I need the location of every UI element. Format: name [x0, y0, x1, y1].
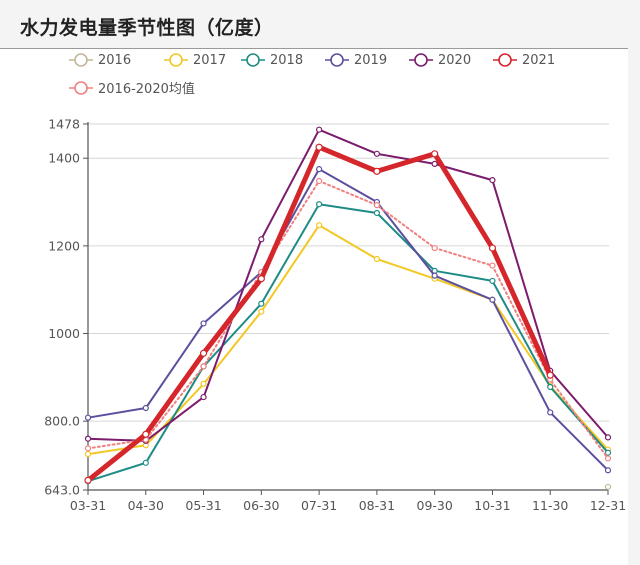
legend-label: 2019: [354, 52, 388, 68]
data-point-2017[interactable]: [84, 450, 92, 458]
data-point-2021[interactable]: [199, 349, 208, 357]
data-point-2021[interactable]: [315, 143, 323, 151]
legend-circle-marker-icon: [409, 53, 433, 67]
header-divider: [0, 48, 628, 49]
series-line-2017: [87, 224, 609, 456]
data-point-2016[interactable]: [604, 483, 612, 491]
legend-circle-marker-icon: [164, 53, 188, 67]
data-point-2021[interactable]: [488, 244, 497, 252]
y-axis-label: 1000: [48, 326, 80, 341]
legend-item-2018[interactable]: 2018: [240, 52, 303, 68]
data-point-2018[interactable]: [258, 300, 265, 307]
legend-label: 2018: [270, 52, 304, 68]
x-axis-label: 04-30: [128, 498, 164, 513]
data-point-2018[interactable]: [142, 459, 149, 466]
data-point-2021[interactable]: [373, 167, 381, 175]
legend-item-2020[interactable]: 2020: [408, 52, 471, 68]
x-axis-label: 08-31: [359, 498, 395, 513]
data-point-2018[interactable]: [489, 277, 496, 285]
data-point-2016-2020均值[interactable]: [373, 201, 380, 209]
x-axis-label: 06-30: [243, 498, 279, 513]
data-point-2020[interactable]: [373, 150, 380, 157]
series-line-2016-2020均值: [87, 180, 609, 460]
data-point-2020[interactable]: [258, 236, 265, 243]
data-point-2016-2020均值[interactable]: [316, 177, 323, 185]
x-axis-label: 12-31: [590, 498, 626, 513]
series-line-2021: [85, 144, 553, 483]
x-axis-label: 07-31: [301, 498, 337, 513]
legend-item-2016[interactable]: 2016: [68, 52, 131, 68]
data-point-2018[interactable]: [373, 209, 380, 217]
legend-circle-marker-icon: [241, 53, 265, 67]
legend-label: 2021: [522, 52, 556, 68]
data-point-2019[interactable]: [604, 467, 612, 474]
data-point-2019[interactable]: [142, 404, 149, 412]
data-point-2021[interactable]: [257, 275, 265, 283]
data-point-2016-2020均值[interactable]: [431, 244, 438, 252]
y-axis-label: 1478: [48, 117, 80, 132]
data-point-2019[interactable]: [200, 320, 207, 327]
data-point-2021[interactable]: [431, 150, 439, 158]
header: 水力发电量季节性图（亿度）: [0, 0, 640, 49]
data-point-2020[interactable]: [489, 177, 496, 184]
legend-item-2019[interactable]: 2019: [324, 52, 387, 68]
legend-item-2016-2020均值[interactable]: 2016-2020均值: [68, 78, 195, 97]
legend-label: 2017: [193, 52, 227, 68]
x-axis-label: 05-31: [185, 498, 221, 513]
data-point-2016-2020均值[interactable]: [84, 445, 92, 452]
data-point-2017[interactable]: [316, 222, 323, 229]
x-axis-label: 09-30: [417, 498, 453, 513]
y-axis-label: 1200: [48, 238, 80, 253]
page-title: 水力发电量季节性图（亿度）: [20, 17, 274, 39]
legend-label: 2016: [98, 52, 132, 68]
data-point-2019[interactable]: [316, 166, 323, 173]
y-axis-label: 643.0: [44, 483, 80, 498]
data-point-2020[interactable]: [200, 393, 207, 401]
data-point-2019[interactable]: [431, 272, 438, 279]
legend-item-2017[interactable]: 2017: [163, 52, 226, 68]
legend-circle-marker-icon: [325, 53, 349, 67]
legend-circle-marker-icon: [69, 53, 93, 67]
data-point-2016-2020均值[interactable]: [200, 363, 207, 370]
data-point-2020[interactable]: [84, 435, 92, 442]
x-axis-label: 03-31: [70, 498, 106, 513]
chart-panel: [0, 49, 628, 565]
data-point-2020[interactable]: [316, 126, 323, 133]
y-axis-label: 1400: [48, 151, 80, 166]
legend-label: 2020: [438, 52, 472, 68]
data-point-2018[interactable]: [604, 449, 612, 456]
x-axis-label: 10-31: [474, 498, 510, 513]
data-point-2019[interactable]: [489, 296, 496, 303]
data-point-2016-2020均值[interactable]: [489, 262, 496, 269]
data-point-2016-2020均值[interactable]: [604, 455, 612, 462]
legend-circle-marker-icon: [69, 80, 93, 95]
series-line-2019: [87, 168, 609, 472]
legend-circle-marker-icon: [493, 53, 517, 67]
data-point-2018[interactable]: [316, 201, 323, 208]
data-point-2017[interactable]: [373, 255, 380, 263]
y-axis-label: 800.0: [44, 414, 80, 429]
data-point-2020[interactable]: [431, 160, 438, 167]
legend-item-2021[interactable]: 2021: [492, 52, 555, 68]
data-point-2021[interactable]: [546, 371, 554, 379]
data-point-2018[interactable]: [547, 383, 554, 391]
data-point-2021[interactable]: [142, 430, 150, 438]
x-axis-label: 11-30: [532, 498, 568, 513]
series-line-2018: [87, 203, 609, 483]
data-point-2017[interactable]: [258, 308, 265, 315]
data-point-2019[interactable]: [84, 414, 92, 421]
data-point-2021[interactable]: [84, 476, 92, 484]
data-point-2017[interactable]: [200, 380, 207, 388]
data-point-2020[interactable]: [604, 434, 612, 441]
legend-label: 2016-2020均值: [98, 82, 195, 97]
data-point-2019[interactable]: [547, 409, 554, 416]
series-line-2020: [87, 128, 609, 442]
